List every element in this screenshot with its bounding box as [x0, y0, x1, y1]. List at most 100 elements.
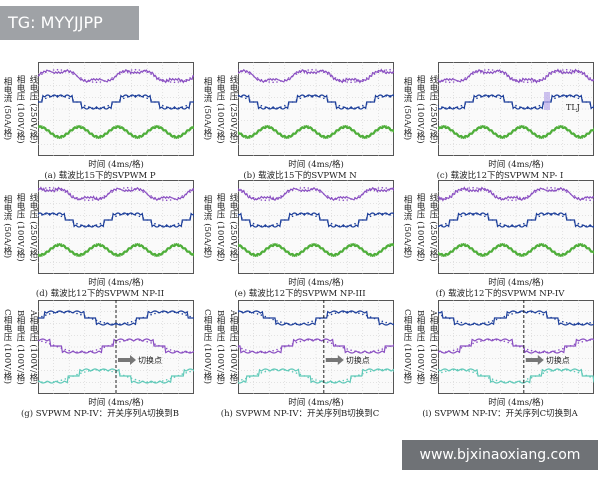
- x-axis-label: 时间 (4ms/格): [88, 278, 144, 288]
- series-markers: [38, 125, 194, 139]
- y-axis-label: 线电压 (250V/格): [428, 74, 438, 144]
- highlight-mark: [544, 92, 550, 110]
- oscilloscope-screen: [238, 62, 394, 156]
- series-markers: [38, 310, 194, 326]
- series-markers: [438, 310, 594, 326]
- series-markers: [438, 125, 594, 139]
- header-tag: TG: MYYJJPP: [0, 6, 139, 40]
- series-markers: [38, 212, 194, 228]
- series-markers: [38, 368, 194, 384]
- series-line: [438, 68, 594, 84]
- series-markers: [438, 94, 594, 110]
- chart-caption: (c) 载波比12下的SVPWM NP- I: [436, 171, 564, 181]
- y-axis-label: 线电压 (250V/格): [228, 74, 238, 144]
- y-axis-label: 相电压 (100V/格): [15, 74, 25, 144]
- y-axis-label: 相电流 (50A/格): [2, 195, 12, 259]
- scope-gridlines: [438, 180, 594, 274]
- chart-panel-4: 相电流 (50A/格) 相电压 (100V/格) 线电压 (250V/格) 时间 (4…: [0, 180, 200, 300]
- series-line: [238, 368, 394, 384]
- chart-panel-2: 相电流 (50A/格) 相电压 (100V/格) 线电压 (250V/格) 时间 (4…: [200, 62, 400, 182]
- chart-panel-8: C相电压 (100V/格) B相电压 (100V/格) A相电压 (100V/格) 切…: [200, 300, 400, 420]
- scope-gridlines: [38, 62, 194, 156]
- y-axis-label: 相电流 (50A/格): [202, 77, 212, 141]
- series-line: [238, 68, 394, 84]
- y-axis-label: 线电压 (250V/格): [28, 74, 38, 144]
- chart-caption: (e) 载波比12下的SVPWM NP-III: [234, 289, 366, 299]
- series-markers: [438, 212, 594, 228]
- y-axis-labels: C相电压 (100V/格) B相电压 (100V/格) A相电压 (100V/格): [402, 300, 438, 394]
- y-axis-labels: C相电压 (100V/格) B相电压 (100V/格) A相电压 (100V/格): [202, 300, 238, 394]
- series-markers: [38, 186, 194, 202]
- y-axis-label: 相电压 (100V/格): [415, 192, 425, 262]
- series-line: [38, 124, 194, 140]
- chart-caption: (h) SVPWM NP-IV：开关序列B切换到C: [220, 409, 380, 419]
- y-axis-label: 线电压 (250V/格): [428, 192, 438, 262]
- series-markers: [38, 243, 194, 257]
- chart-panel-5: 相电流 (50A/格) 相电压 (100V/格) 线电压 (250V/格) 时间 (4…: [200, 180, 400, 300]
- y-axis-label: 相电压 (100V/格): [215, 192, 225, 262]
- series-line: [238, 310, 394, 326]
- annotation-label: TLJ: [566, 103, 580, 112]
- series-line: [438, 94, 594, 110]
- series-line: [238, 212, 394, 228]
- y-axis-label: C相电压 (100V/格): [2, 309, 12, 385]
- y-axis-label: C相电压 (100V/格): [202, 309, 212, 385]
- y-axis-label: 相电流 (50A/格): [402, 77, 412, 141]
- x-axis-label: 时间 (4ms/格): [288, 398, 344, 408]
- switch-point-label: 切换点: [346, 355, 370, 365]
- chart-panel-7: C相电压 (100V/格) B相电压 (100V/格) A相电压 (100V/格) 切…: [0, 300, 200, 420]
- series-markers: [438, 338, 594, 354]
- series-markers: [238, 186, 394, 202]
- oscilloscope-screen: [38, 62, 194, 156]
- series-markers: [238, 338, 394, 354]
- series-markers: [438, 186, 594, 202]
- y-axis-label: C相电压 (100V/格): [402, 309, 412, 385]
- series-markers: [238, 310, 394, 326]
- switch-point-label: 切换点: [546, 355, 570, 365]
- y-axis-label: 线电压 (250V/格): [228, 192, 238, 262]
- y-axis-label: B相电压 (100V/格): [215, 309, 225, 385]
- series-line: [438, 186, 594, 202]
- scope-gridlines: [438, 62, 594, 156]
- y-axis-label: 相电流 (50A/格): [202, 195, 212, 259]
- series-markers: [38, 94, 194, 110]
- series-markers: [238, 243, 394, 257]
- series-line: [438, 310, 594, 326]
- series-markers: [438, 243, 594, 257]
- x-axis-label: 时间 (4ms/格): [88, 398, 144, 408]
- scope-gridlines: [38, 180, 194, 274]
- oscilloscope-screen: [38, 180, 194, 274]
- y-axis-label: 相电压 (100V/格): [415, 74, 425, 144]
- x-axis-label: 时间 (4ms/格): [488, 278, 544, 288]
- chart-panel-1: 相电流 (50A/格) 相电压 (100V/格) 线电压 (250V/格) 时间 (4…: [0, 62, 200, 182]
- series-line: [38, 242, 194, 258]
- y-axis-labels: 相电流 (50A/格) 相电压 (100V/格) 线电压 (250V/格): [2, 62, 38, 156]
- x-axis-label: 时间 (4ms/格): [288, 278, 344, 288]
- y-axis-labels: 相电流 (50A/格) 相电压 (100V/格) 线电压 (250V/格): [202, 180, 238, 274]
- y-axis-label: 线电压 (250V/格): [28, 192, 38, 262]
- series-line: [438, 124, 594, 140]
- y-axis-label: B相电压 (100V/格): [415, 309, 425, 385]
- chart-caption: (f) 载波比12下的SVPWM NP-IV: [435, 289, 565, 299]
- y-axis-label: B相电压 (100V/格): [15, 309, 25, 385]
- y-axis-labels: 相电流 (50A/格) 相电压 (100V/格) 线电压 (250V/格): [402, 62, 438, 156]
- x-axis-label: 时间 (4ms/格): [488, 160, 544, 170]
- switch-arrow: [118, 355, 136, 365]
- series-markers: [238, 94, 394, 110]
- series-markers: [38, 68, 194, 84]
- series-line: [438, 212, 594, 228]
- y-axis-label: 相电流 (50A/格): [2, 77, 12, 141]
- y-axis-label: A相电压 (100V/格): [28, 309, 38, 385]
- y-axis-labels: 相电流 (50A/格) 相电压 (100V/格) 线电压 (250V/格): [2, 180, 38, 274]
- chart-panel-9: C相电压 (100V/格) B相电压 (100V/格) A相电压 (100V/格) 切…: [400, 300, 600, 420]
- switch-arrow: [525, 355, 544, 365]
- y-axis-label: A相电压 (100V/格): [228, 309, 238, 385]
- y-axis-label: A相电压 (100V/格): [428, 309, 438, 385]
- scope-gridlines: [238, 62, 394, 156]
- series-markers: [438, 68, 594, 84]
- series-markers: [238, 125, 394, 139]
- oscilloscope-screen: [438, 180, 594, 274]
- x-axis-label: 时间 (4ms/格): [88, 160, 144, 170]
- oscilloscope-screen: 切换点: [238, 300, 394, 394]
- y-axis-label: 相电压 (100V/格): [215, 74, 225, 144]
